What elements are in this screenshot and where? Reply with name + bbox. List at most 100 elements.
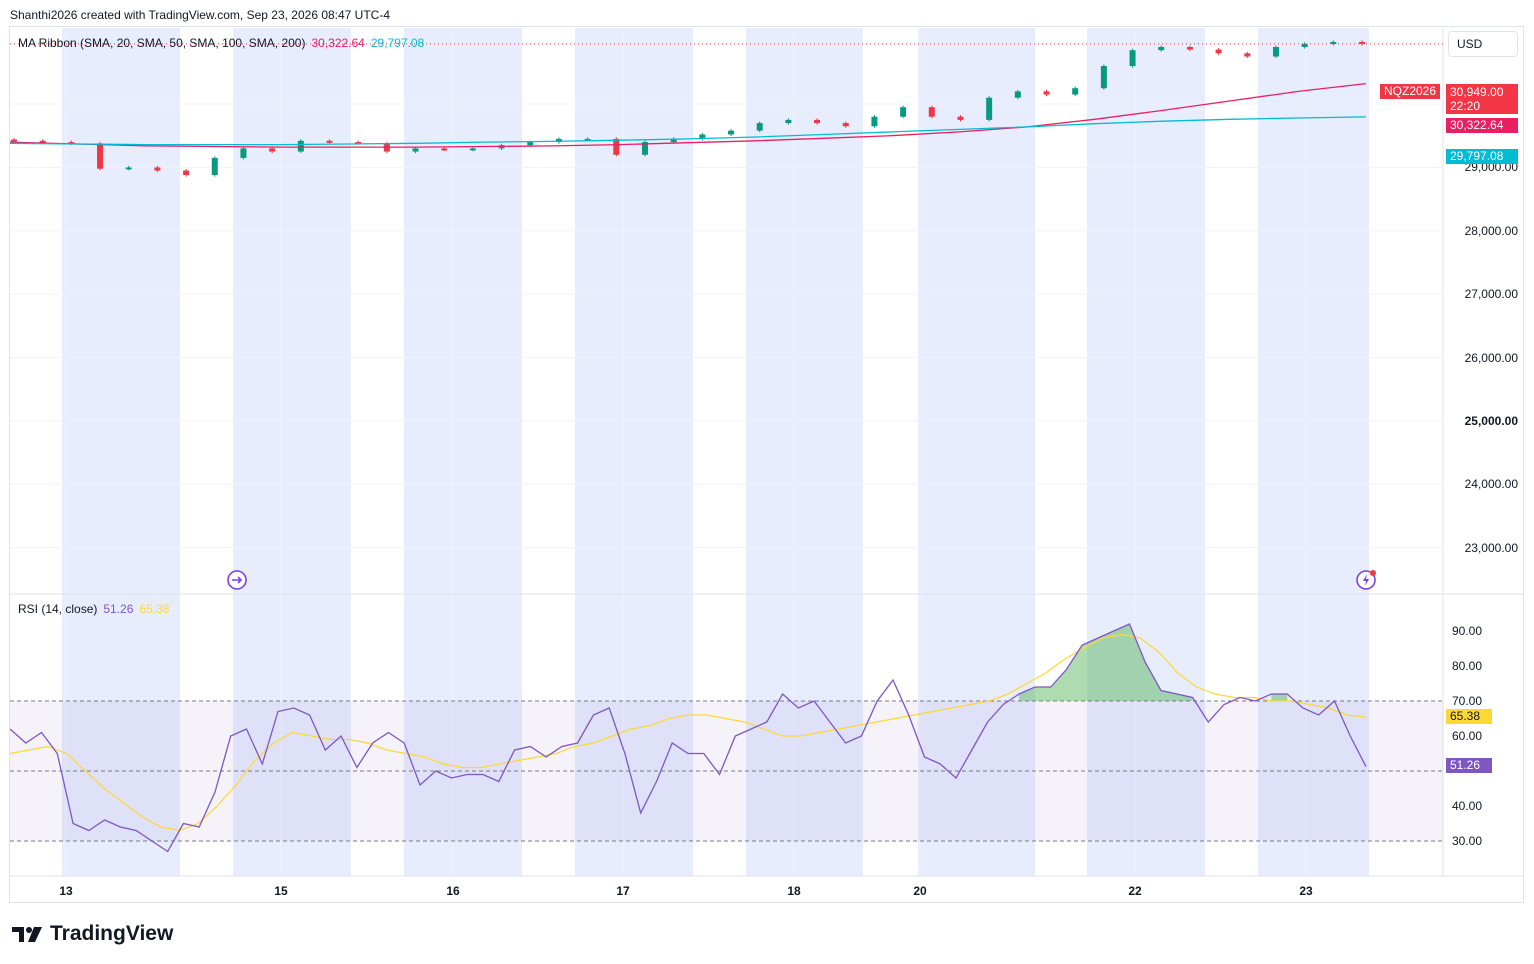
candle-body bbox=[1244, 53, 1251, 57]
candle-body bbox=[871, 116, 878, 127]
candle-body bbox=[1186, 47, 1193, 50]
session-band bbox=[918, 28, 1035, 876]
alert-bolt-icon[interactable] bbox=[1355, 569, 1379, 591]
rsi-axis-label: 90.00 bbox=[1452, 624, 1483, 638]
ma2-price-tag: 29,797.08 bbox=[1446, 149, 1518, 164]
candle-body bbox=[1301, 43, 1308, 48]
ma-ribbon-legend[interactable]: MA Ribbon (SMA, 20, SMA, 50, SMA, 100, S… bbox=[18, 36, 430, 50]
candle-body bbox=[269, 148, 276, 152]
ma-line-sma50 bbox=[9, 116, 1367, 146]
rsi-overbought-fill bbox=[1271, 694, 1288, 701]
ma-legend-value1: 30,322.64 bbox=[311, 36, 365, 50]
ma-legend-label: MA Ribbon (SMA, 20, SMA, 50, SMA, 100, S… bbox=[18, 36, 306, 50]
price-axis-label: 24,000.00 bbox=[1464, 477, 1518, 492]
candle-body bbox=[1158, 47, 1165, 51]
tradingview-logo[interactable]: TradingView bbox=[12, 922, 173, 946]
candle-body bbox=[986, 97, 993, 120]
rsi-axis-label: 80.00 bbox=[1452, 659, 1483, 673]
date-axis-label: 15 bbox=[274, 884, 288, 898]
ma1-price-tag: 30,322.64 bbox=[1446, 118, 1518, 133]
candle-body bbox=[412, 148, 419, 152]
candle-body bbox=[728, 130, 735, 135]
candle-body bbox=[97, 143, 104, 169]
date-axis-label: 16 bbox=[446, 884, 460, 898]
candle-body bbox=[555, 138, 562, 143]
candle-body bbox=[641, 142, 648, 155]
rsi-ma-line bbox=[9, 633, 1367, 832]
candle-body bbox=[297, 140, 304, 152]
candle-body bbox=[68, 142, 75, 145]
rsi-axis-label: 30.00 bbox=[1452, 834, 1483, 848]
candle-body bbox=[699, 134, 706, 139]
candle-body bbox=[211, 157, 218, 176]
candle-body bbox=[928, 107, 935, 117]
price-axis-label: 28,000.00 bbox=[1464, 223, 1518, 238]
rsi-legend-value2: 65.38 bbox=[139, 602, 170, 616]
attribution-text: Shanthi2026 created with TradingView.com… bbox=[10, 8, 391, 22]
tradingview-logo-icon bbox=[12, 927, 42, 942]
candle-body bbox=[11, 139, 17, 142]
session-band bbox=[746, 28, 863, 876]
candle-body bbox=[326, 140, 333, 143]
candle-body bbox=[527, 142, 534, 146]
candle-body bbox=[1330, 41, 1337, 44]
date-axis-label: 22 bbox=[1128, 884, 1142, 898]
session-band bbox=[233, 28, 351, 876]
session-band bbox=[404, 28, 522, 876]
currency-button[interactable]: USD bbox=[1448, 31, 1518, 57]
ma-legend-value2: 29,797.08 bbox=[370, 36, 425, 50]
candle-body bbox=[1359, 41, 1365, 44]
candle-body bbox=[842, 123, 849, 127]
bar-countdown: 22:20 bbox=[1450, 99, 1481, 113]
candle-body bbox=[584, 138, 591, 141]
date-axis-label: 13 bbox=[59, 884, 73, 898]
candle-body bbox=[240, 148, 247, 158]
rsi-legend[interactable]: RSI (14, close) 51.26 65.38 bbox=[18, 602, 175, 616]
candle-body bbox=[355, 142, 362, 145]
candle-body bbox=[183, 170, 190, 176]
candle-body bbox=[1272, 47, 1279, 57]
candle-body bbox=[154, 167, 161, 171]
date-axis-label: 20 bbox=[913, 884, 927, 898]
price-axis-label: 23,000.00 bbox=[1464, 540, 1518, 555]
price-axis-label: 27,000.00 bbox=[1464, 287, 1518, 302]
rsi-tag: 51.26 bbox=[1446, 758, 1492, 773]
ma-line-sma20 bbox=[9, 82, 1367, 148]
chart-frame bbox=[9, 26, 1524, 903]
candle-body bbox=[756, 123, 763, 131]
candle-body bbox=[125, 167, 132, 170]
last-price-tag: 30,949.00 22:20 bbox=[1446, 84, 1518, 114]
candle-body bbox=[469, 148, 476, 151]
candle-body bbox=[1100, 66, 1107, 89]
rsi-line bbox=[9, 623, 1367, 853]
price-axis-label: 25,000.00 bbox=[1464, 413, 1518, 428]
rsi-overbought-fill bbox=[1019, 624, 1193, 701]
candle-body bbox=[613, 138, 620, 155]
session-band bbox=[1258, 28, 1369, 876]
candle-body bbox=[1072, 88, 1079, 95]
date-axis-label: 18 bbox=[787, 884, 801, 898]
rsi-axis-label: 60.00 bbox=[1452, 729, 1483, 743]
candle-body bbox=[670, 138, 677, 143]
tradingview-wordmark: TradingView bbox=[50, 922, 174, 945]
rsi-ma-tag: 65.38 bbox=[1446, 709, 1492, 724]
candle-body bbox=[957, 116, 964, 120]
rsi-legend-label: RSI (14, close) bbox=[18, 602, 98, 616]
candle-body bbox=[785, 119, 792, 124]
candle-body bbox=[1043, 91, 1050, 95]
session-band bbox=[1087, 28, 1205, 876]
session-band bbox=[575, 28, 693, 876]
candle-body bbox=[814, 119, 821, 124]
candle-body bbox=[1215, 49, 1222, 54]
rsi-axis-label: 70.00 bbox=[1452, 694, 1483, 708]
replay-icon[interactable] bbox=[226, 569, 248, 591]
last-price-value: 30,949.00 bbox=[1450, 85, 1504, 99]
price-axis-label: 26,000.00 bbox=[1464, 350, 1518, 365]
symbol-tag: NQZ2026 bbox=[1380, 84, 1441, 99]
candle-body bbox=[1129, 50, 1136, 67]
rsi-legend-value1: 51.26 bbox=[103, 602, 134, 616]
date-axis-label: 23 bbox=[1299, 884, 1313, 898]
candle-body bbox=[441, 148, 448, 151]
candle-body bbox=[900, 107, 907, 117]
